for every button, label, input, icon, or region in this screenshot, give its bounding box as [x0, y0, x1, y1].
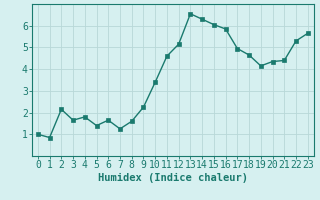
X-axis label: Humidex (Indice chaleur): Humidex (Indice chaleur)	[98, 173, 248, 183]
